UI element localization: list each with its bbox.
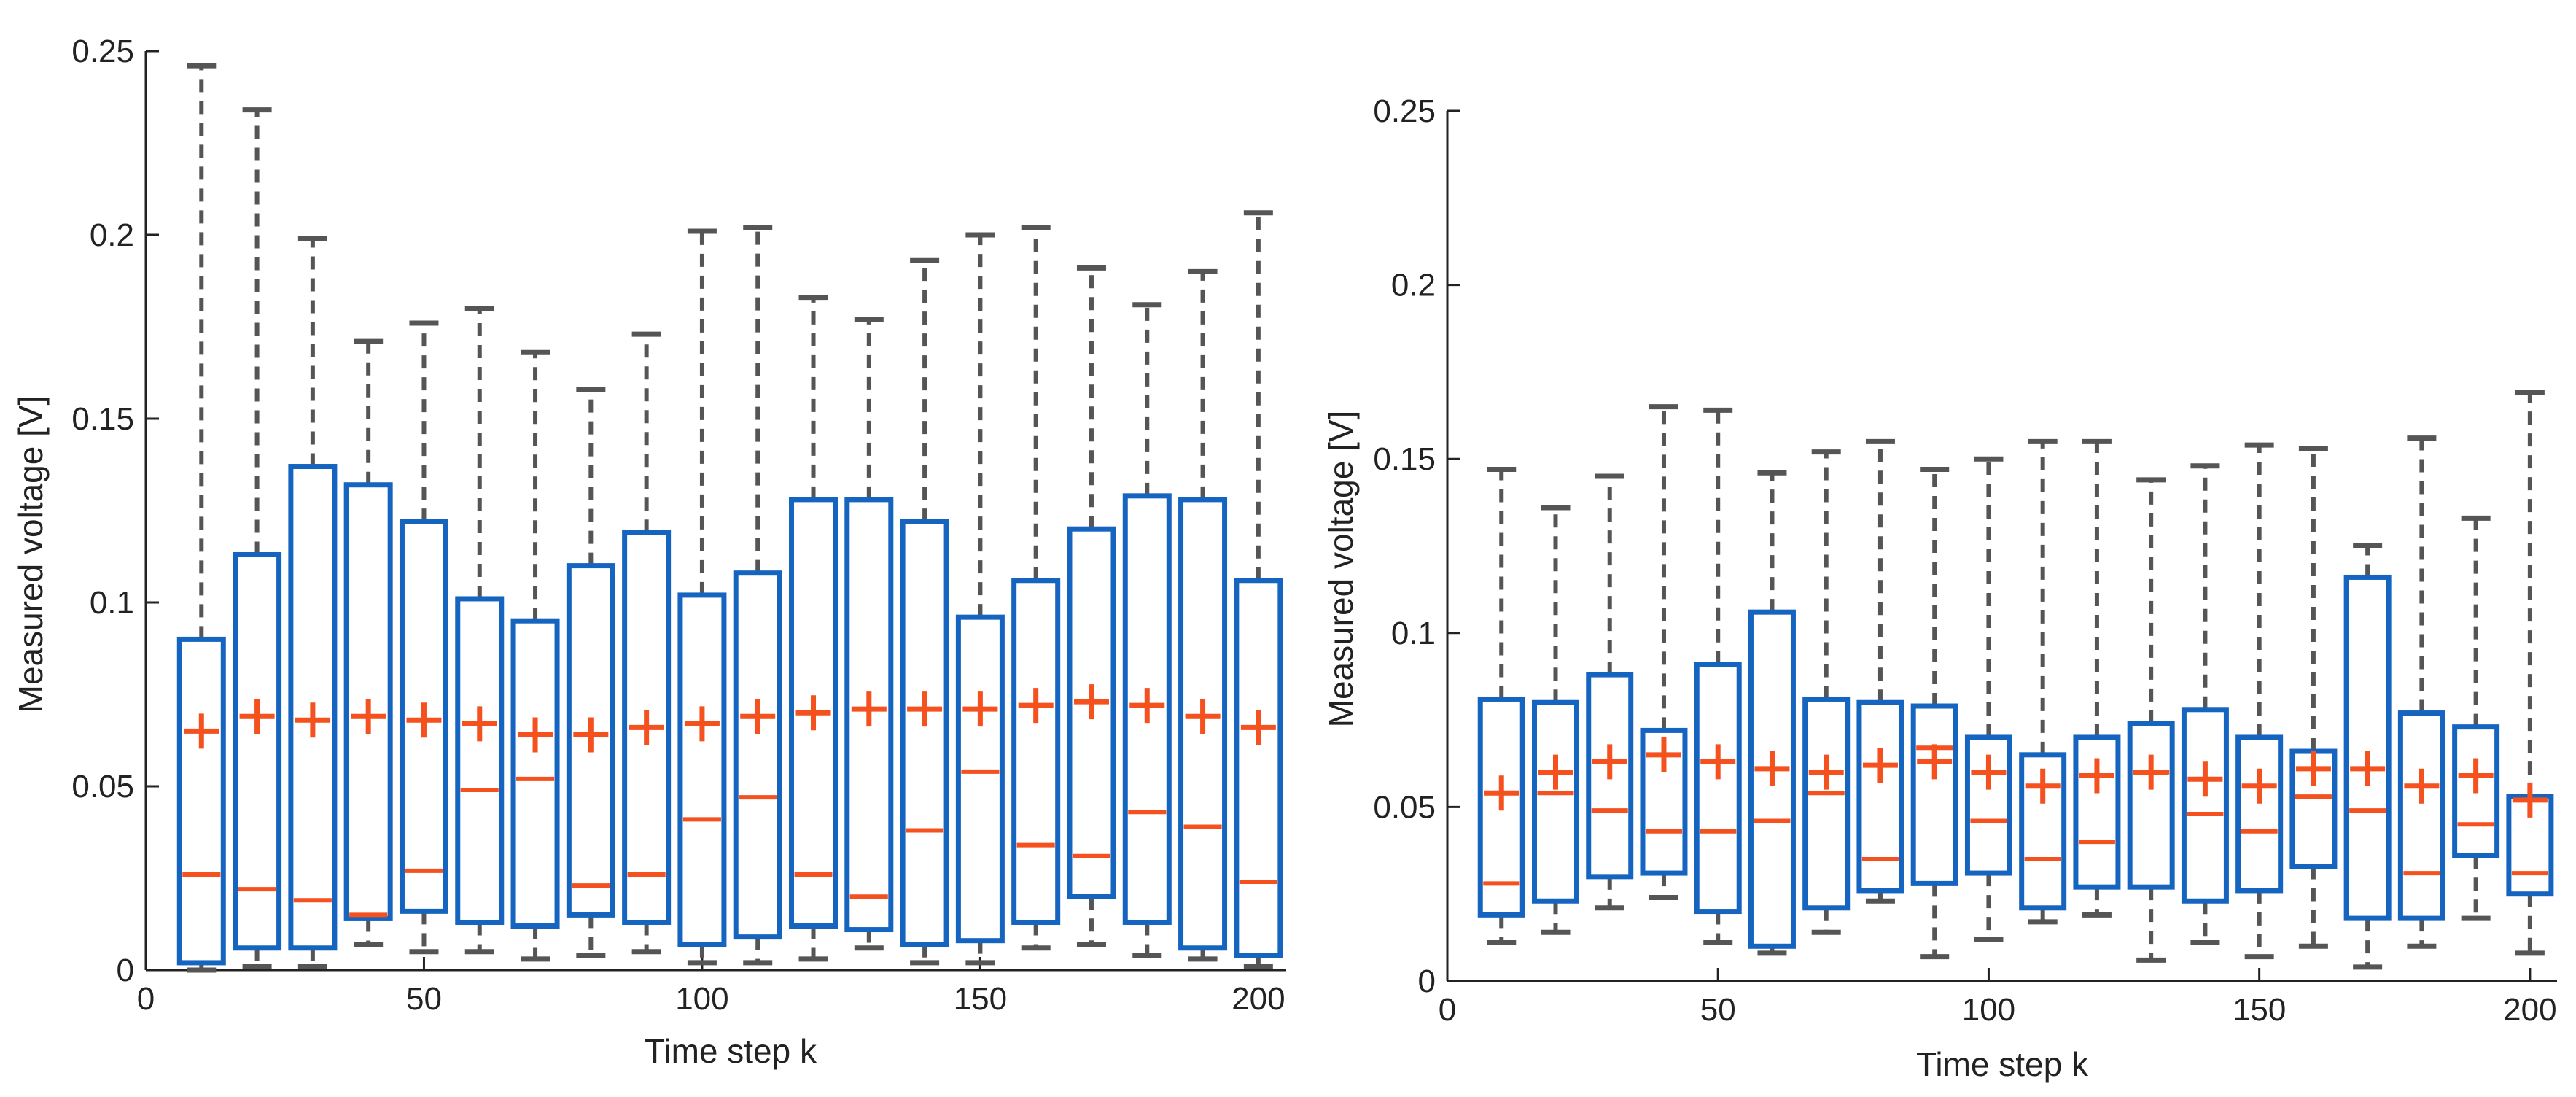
box-k30 [288, 236, 338, 969]
box-k170 [2343, 543, 2392, 970]
x-tick-label: 200 [1231, 981, 1285, 1017]
box-k80 [1856, 438, 1904, 904]
y-tick-label: 0.2 [1391, 268, 1436, 303]
box-k190 [1178, 268, 1228, 962]
box-k120 [789, 295, 838, 962]
y-tick-label: 0.25 [1373, 93, 1436, 129]
x-tick-label: 100 [1962, 992, 2015, 1028]
y-tick-label: 0 [117, 953, 134, 988]
y-tick-label: 0.05 [71, 769, 134, 805]
left-axes: 0 0.05 0.1 0.15 0.2 0.25 0 50 100 150 200 [71, 34, 1286, 1017]
y-tick-label: 0.05 [1373, 789, 1436, 825]
right-boxplot-panel: 0 0.05 0.1 0.15 0.2 0.25 0 50 100 150 200 Time ste… [1322, 93, 2557, 1083]
box-k60 [1748, 470, 1796, 956]
x-tick-label: 0 [1439, 992, 1456, 1028]
iqr-box [1694, 662, 1742, 915]
box-k20 [233, 107, 282, 969]
iqr-box [2127, 721, 2175, 890]
y-tick-label: 0 [1418, 964, 1436, 999]
x-tick-label: 50 [1700, 992, 1736, 1028]
box-k70 [1802, 449, 1851, 935]
box-k170 [1067, 265, 1116, 947]
left-x-axis-label: Time step k [645, 1032, 817, 1070]
iqr-box [1531, 699, 1579, 904]
box-k160 [2289, 446, 2338, 949]
iqr-box [2235, 734, 2284, 894]
iqr-box [2343, 574, 2392, 921]
y-tick-label: 0.1 [1391, 616, 1436, 651]
right-axes: 0 0.05 0.1 0.15 0.2 0.25 0 50 100 150 200 [1373, 93, 2557, 1028]
iqr-box [1234, 578, 1283, 958]
x-tick-label: 100 [675, 981, 728, 1017]
x-tick-label: 50 [406, 981, 442, 1017]
box-k110 [2019, 438, 2067, 925]
box-k90 [1910, 467, 1958, 960]
box-k180 [1122, 302, 1172, 958]
iqr-box [1910, 703, 1958, 886]
y-tick-label: 0.2 [90, 217, 134, 253]
iqr-box [510, 618, 560, 929]
right-x-axis-label: Time step k [1916, 1045, 2089, 1083]
left-y-axis-label: Measured voltage [V] [12, 396, 50, 713]
box-k120 [2073, 438, 2121, 918]
y-tick-label: 0.15 [1373, 441, 1436, 477]
box-k30 [1586, 473, 1634, 911]
right-box-marks [1477, 390, 2554, 970]
x-tick-label: 150 [954, 981, 1007, 1017]
iqr-box [900, 519, 949, 947]
box-k40 [343, 338, 393, 947]
box-k130 [2127, 477, 2175, 963]
box-k160 [1011, 225, 1061, 951]
box-k200 [1234, 210, 1283, 969]
box-k10 [1477, 467, 1525, 946]
box-k140 [2181, 463, 2229, 946]
x-tick-label: 150 [2233, 992, 2286, 1028]
box-k70 [510, 349, 560, 962]
box-k50 [1694, 407, 1742, 946]
left-box-marks [176, 63, 1283, 973]
box-k150 [2235, 442, 2284, 960]
box-k140 [900, 257, 949, 966]
box-k20 [1531, 505, 1579, 935]
box-k100 [677, 228, 727, 966]
iqr-box [2397, 710, 2445, 921]
right-y-axis-label: Measured voltage [V] [1322, 411, 1360, 728]
iqr-box [1802, 696, 1851, 911]
box-k200 [2506, 390, 2554, 956]
iqr-box [176, 636, 226, 966]
x-tick-label: 200 [2503, 992, 2556, 1028]
iqr-box [955, 614, 1005, 944]
iqr-box [233, 551, 282, 951]
y-tick-label: 0.15 [71, 401, 134, 437]
left-boxplot-panel: 0 0.05 0.1 0.15 0.2 0.25 0 50 100 150 200 Time ste… [12, 34, 1286, 1070]
box-k130 [844, 317, 894, 951]
iqr-box [2181, 707, 2229, 904]
box-k150 [955, 232, 1005, 966]
iqr-box [733, 570, 782, 940]
iqr-box [1011, 578, 1061, 925]
box-k110 [733, 225, 782, 966]
box-k100 [1964, 456, 2012, 942]
iqr-box [455, 596, 505, 925]
box-k180 [2397, 435, 2445, 949]
y-tick-label: 0.1 [90, 585, 134, 621]
iqr-box [677, 592, 727, 947]
box-k40 [1640, 404, 1688, 900]
x-tick-label: 0 [137, 981, 155, 1017]
y-tick-label: 0.25 [71, 34, 134, 69]
box-k90 [622, 331, 672, 955]
box-k60 [455, 306, 505, 955]
iqr-box [1856, 699, 1904, 894]
box-k10 [176, 63, 226, 973]
box-k50 [399, 320, 448, 955]
box-k190 [2452, 515, 2500, 921]
box-k80 [566, 387, 615, 958]
